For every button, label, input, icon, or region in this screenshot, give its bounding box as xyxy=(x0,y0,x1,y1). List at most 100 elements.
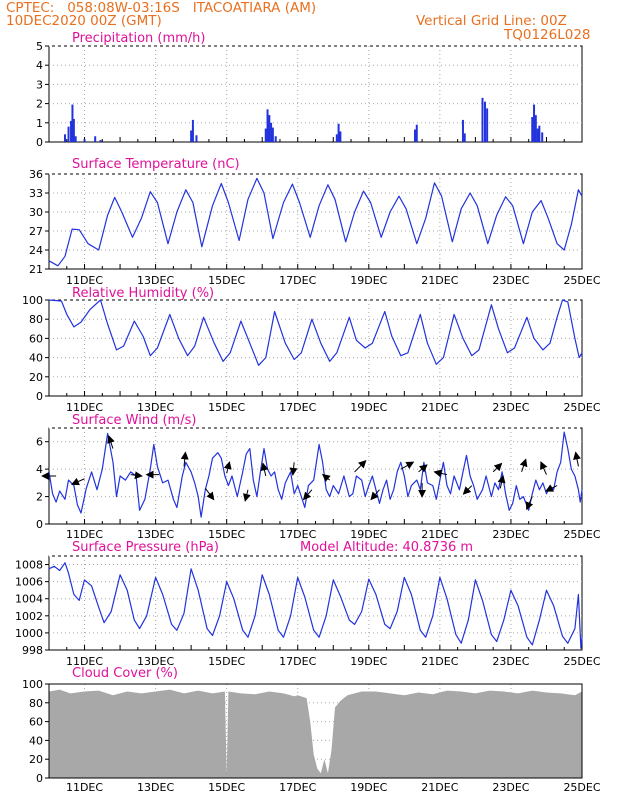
precipitation-bar xyxy=(72,118,75,142)
wind-ytick-label: 6 xyxy=(36,436,43,449)
precipitation-bar xyxy=(94,136,97,142)
cloud-cover-area xyxy=(49,689,582,778)
wind-wind-vector xyxy=(354,459,367,473)
precipitation-bar xyxy=(541,132,544,142)
wind-wind-vector xyxy=(519,458,528,473)
wind-wind-vector xyxy=(400,461,415,470)
wind-wind-vector xyxy=(321,473,331,483)
header-model-code: TQ0126L028 xyxy=(504,27,591,43)
cloud-cover-ytick-label: 100 xyxy=(22,678,43,691)
wind-wind-vector xyxy=(223,461,232,474)
panel-humidity: 0 20 40 60 80 100 Relative Humidity (%) 11DEC 13… xyxy=(22,286,601,414)
precipitation-bar xyxy=(486,108,489,142)
humidity-series-line xyxy=(48,299,583,366)
wind-wind-vector xyxy=(302,489,313,501)
cloud-cover-ytick-label: 80 xyxy=(29,697,43,710)
wind-xtick-label: 25DEC xyxy=(563,528,600,541)
pressure-xtick-label: 15DEC xyxy=(208,655,245,668)
wind-wind-vector xyxy=(260,462,269,477)
precipitation-ytick-label: 4 xyxy=(36,59,43,72)
temperature-series-line xyxy=(48,177,583,267)
wind-ytick-label: 2 xyxy=(36,491,43,504)
precipitation-bar xyxy=(190,130,193,142)
humidity-xtick-label: 13DEC xyxy=(137,401,174,414)
precipitation-ytick-label: 3 xyxy=(36,78,43,91)
pressure-frame xyxy=(48,555,583,651)
wind-xtick-label: 21DEC xyxy=(421,528,458,541)
pressure-title: Surface Pressure (hPa) xyxy=(72,540,219,555)
panel-temperature: 21 24 27 30 33 36 Surface Temperature (nC) 11DE… xyxy=(29,157,601,287)
humidity-ytick-label: 80 xyxy=(29,313,43,326)
pressure-xtick-label: 17DEC xyxy=(279,655,316,668)
cloud-cover-xtick-label: 25DEC xyxy=(563,781,600,794)
precipitation-bar xyxy=(274,136,277,142)
precipitation-bar xyxy=(74,136,77,142)
wind-wind-vector xyxy=(107,435,115,449)
precipitation-bar xyxy=(270,122,273,142)
precipitation-bar xyxy=(268,115,271,142)
temperature-xtick-label: 15DEC xyxy=(208,274,245,287)
wind-xtick-label: 15DEC xyxy=(208,528,245,541)
precipitation-bar xyxy=(415,124,418,142)
precipitation-bar xyxy=(63,134,66,142)
precipitation-bar xyxy=(463,133,466,142)
precipitation-bar xyxy=(533,104,536,142)
humidity-xtick-label: 25DEC xyxy=(563,401,600,414)
temperature-xtick-label: 23DEC xyxy=(492,274,529,287)
precipitation-bar xyxy=(337,123,340,142)
precipitation-bar xyxy=(531,117,534,142)
pressure-xtick-label: 23DEC xyxy=(492,655,529,668)
precipitation-title: Precipitation (mm/h) xyxy=(72,31,205,46)
cloud-cover-ytick-label: 40 xyxy=(29,734,43,747)
humidity-ytick-label: 60 xyxy=(29,332,43,345)
precipitation-bar xyxy=(83,139,86,142)
precipitation-bar xyxy=(71,104,74,142)
wind-ytick-label: 0 xyxy=(36,518,43,531)
wind-title: Surface Wind (m/s) xyxy=(72,413,196,428)
temperature-xtick-label: 21DEC xyxy=(421,274,458,287)
wind-xtick-label: 23DEC xyxy=(492,528,529,541)
cloud-cover-ytick-label: 60 xyxy=(29,716,43,729)
precipitation-bar xyxy=(335,134,338,142)
pressure-ytick-label: 1000 xyxy=(15,627,43,640)
humidity-xtick-label: 11DEC xyxy=(66,401,103,414)
temperature-xtick-label: 19DEC xyxy=(350,274,387,287)
temperature-xtick-label: 25DEC xyxy=(563,274,600,287)
cloud-cover-ytick-label: 20 xyxy=(29,753,43,766)
pressure-series-line xyxy=(48,562,583,649)
temperature-ytick-label: 27 xyxy=(29,225,43,238)
wind-wind-vector xyxy=(180,451,189,467)
temperature-frame xyxy=(48,173,583,270)
precipitation-bar xyxy=(413,129,416,142)
precipitation-bar xyxy=(99,140,102,142)
precipitation-ytick-label: 5 xyxy=(36,40,43,53)
wind-wind-vector xyxy=(540,461,548,475)
precipitation-bar xyxy=(538,125,541,142)
wind-xtick-label: 11DEC xyxy=(66,528,103,541)
wind-ytick-label: 4 xyxy=(36,463,43,476)
wind-wind-vector xyxy=(573,451,581,467)
humidity-xtick-label: 17DEC xyxy=(279,401,316,414)
wind-series-line xyxy=(48,431,583,518)
precipitation-ytick-label: 2 xyxy=(36,98,43,111)
temperature-ytick-label: 24 xyxy=(29,244,43,257)
wind-wind-vector xyxy=(418,464,428,473)
wind-wind-vector xyxy=(289,462,298,476)
precipitation-bar xyxy=(195,135,198,142)
temperature-ytick-label: 21 xyxy=(29,263,43,276)
wind-xtick-label: 19DEC xyxy=(350,528,387,541)
precipitation-bar xyxy=(483,101,486,142)
wind-wind-vector xyxy=(545,484,558,492)
header-station: CPTEC: 058:08W-03:16S ITACOATIARA (AM) xyxy=(6,0,317,16)
pressure-annotation: Model Altitude: 40.8736 m xyxy=(300,540,473,555)
precipitation-bar xyxy=(191,119,194,142)
precipitation-bar xyxy=(67,126,70,142)
wind-wind-vector xyxy=(243,489,251,502)
precipitation-frame xyxy=(48,45,583,143)
cloud-cover-xtick-label: 23DEC xyxy=(492,781,529,794)
wind-wind-vector xyxy=(492,462,503,473)
precipitation-bar xyxy=(271,127,274,142)
cloud-cover-xtick-label: 21DEC xyxy=(421,781,458,794)
precipitation-bar xyxy=(481,97,484,142)
